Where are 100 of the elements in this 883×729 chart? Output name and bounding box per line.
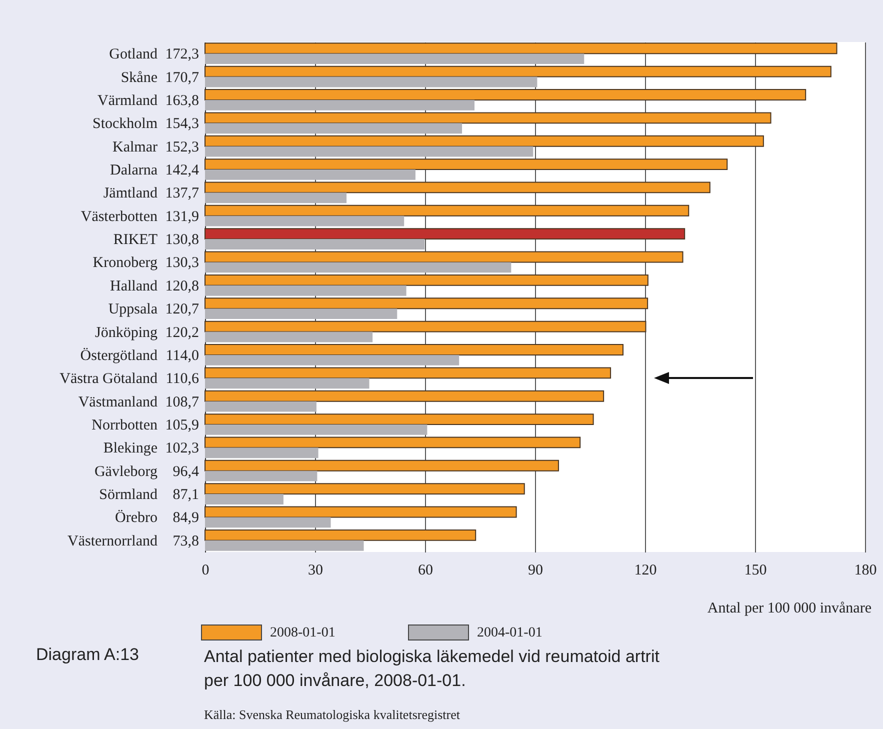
bar bbox=[205, 170, 416, 180]
y-tick-label: Norrbotten bbox=[92, 418, 158, 434]
data-label: 120,7 bbox=[165, 302, 200, 318]
data-label: 110,6 bbox=[166, 371, 200, 388]
y-tick-label: Västerbotten bbox=[80, 208, 158, 225]
bar bbox=[204, 436, 581, 448]
bar bbox=[204, 298, 648, 310]
y-tick-label: Örebro bbox=[115, 509, 158, 526]
data-label: 170,7 bbox=[165, 70, 200, 86]
y-tick-label: Västernorrland bbox=[68, 533, 158, 550]
y-tick-label: Stockholm bbox=[92, 116, 158, 132]
bar bbox=[204, 367, 612, 379]
data-label: 96,4 bbox=[172, 464, 200, 480]
data-label: 130,3 bbox=[165, 255, 199, 272]
text: Diagram A:13 bbox=[36, 645, 139, 665]
bar bbox=[205, 54, 584, 64]
bar bbox=[204, 158, 728, 170]
bar bbox=[204, 390, 604, 402]
bar bbox=[204, 135, 764, 147]
data-label: 152,3 bbox=[165, 139, 199, 156]
y-tick-label: Västmanland bbox=[78, 394, 158, 410]
x-tick-label: 90 bbox=[528, 562, 543, 578]
bar bbox=[204, 66, 832, 78]
bar bbox=[205, 100, 474, 110]
x-tick-label: 150 bbox=[744, 562, 767, 578]
data-label: 154,3 bbox=[165, 116, 199, 132]
bar bbox=[205, 354, 460, 366]
y-tick-label: Kalmar bbox=[112, 139, 158, 156]
bar bbox=[205, 401, 316, 412]
bar bbox=[205, 332, 373, 342]
data-label: 73,8 bbox=[172, 533, 199, 550]
data-label: 163,8 bbox=[165, 92, 199, 109]
bar bbox=[204, 42, 838, 54]
data-label: 137,7 bbox=[165, 186, 200, 202]
data-label: 142,4 bbox=[165, 162, 200, 178]
y-tick-label: Jönköping bbox=[94, 324, 158, 341]
bar bbox=[204, 483, 525, 495]
x-tick-label: 60 bbox=[418, 562, 433, 578]
bar bbox=[204, 344, 624, 356]
bar bbox=[205, 424, 428, 435]
text: Källa: Svenska Reumatologiska kvalitetsregistret bbox=[204, 707, 460, 723]
bar bbox=[204, 112, 772, 124]
y-tick-label: Skåne bbox=[120, 70, 158, 86]
bar bbox=[205, 192, 347, 204]
bar bbox=[205, 216, 404, 226]
data-label: 102,3 bbox=[165, 440, 199, 457]
data-label: 130,8 bbox=[165, 232, 199, 248]
bar bbox=[205, 285, 406, 296]
bar bbox=[204, 204, 690, 216]
bar bbox=[205, 262, 512, 273]
data-label: 120,8 bbox=[165, 278, 199, 294]
bar bbox=[205, 378, 370, 389]
bar bbox=[204, 228, 686, 240]
y-tick-label: Gotland bbox=[109, 46, 158, 63]
y-tick-label: Uppsala bbox=[108, 302, 158, 318]
legend-label: 2004-01-01 bbox=[477, 626, 542, 640]
bar bbox=[205, 123, 462, 134]
bar bbox=[204, 251, 684, 263]
y-tick-label: Värmland bbox=[98, 92, 158, 109]
x-axis-title: Antal per 100 000 invånare bbox=[707, 600, 872, 616]
x-tick-label: 120 bbox=[634, 562, 657, 578]
y-tick-label: Dalarna bbox=[110, 162, 158, 178]
data-label: 105,9 bbox=[165, 418, 199, 434]
data-label: 131,9 bbox=[165, 208, 199, 225]
bar bbox=[204, 320, 646, 332]
y-tick-label: Halland bbox=[110, 278, 158, 294]
bar bbox=[205, 517, 331, 528]
y-tick-label: Östergötland bbox=[80, 346, 158, 364]
bar bbox=[204, 506, 517, 518]
bar bbox=[205, 76, 538, 88]
y-tick-label: Gävleborg bbox=[94, 464, 158, 480]
x-tick-label: 180 bbox=[854, 562, 877, 578]
bar bbox=[204, 460, 559, 472]
bar bbox=[205, 308, 398, 320]
bar bbox=[204, 414, 594, 425]
data-label: 120,2 bbox=[165, 324, 199, 341]
y-tick-label: Jämtland bbox=[103, 186, 158, 202]
y-tick-label: RIKET bbox=[113, 232, 158, 248]
bar bbox=[205, 239, 425, 250]
bar bbox=[204, 274, 648, 286]
bar bbox=[205, 448, 318, 458]
bar bbox=[205, 494, 284, 504]
bar bbox=[204, 89, 806, 100]
y-tick-label: Kronoberg bbox=[92, 255, 158, 272]
y-tick-label: Västra Götaland bbox=[60, 371, 158, 388]
y-tick-label: Blekinge bbox=[103, 440, 158, 457]
x-tick-label: 0 bbox=[202, 562, 210, 578]
y-tick-label: Sörmland bbox=[99, 487, 158, 504]
data-label: 84,9 bbox=[172, 510, 199, 526]
data-label: 108,7 bbox=[165, 394, 200, 410]
bar bbox=[204, 182, 710, 194]
bar bbox=[205, 146, 534, 157]
legend-label: 2008-01-01 bbox=[270, 626, 336, 640]
bar bbox=[205, 540, 364, 551]
x-tick-label: 30 bbox=[308, 562, 323, 578]
bar bbox=[205, 470, 318, 482]
text: Antal patienter med biologiska läkemedel vid reumatoid artrit per 100 000 invånare, 2008-01-01. bbox=[204, 646, 660, 692]
data-label: 114,0 bbox=[166, 348, 199, 364]
bar bbox=[204, 529, 476, 541]
data-label: 87,1 bbox=[172, 487, 199, 504]
